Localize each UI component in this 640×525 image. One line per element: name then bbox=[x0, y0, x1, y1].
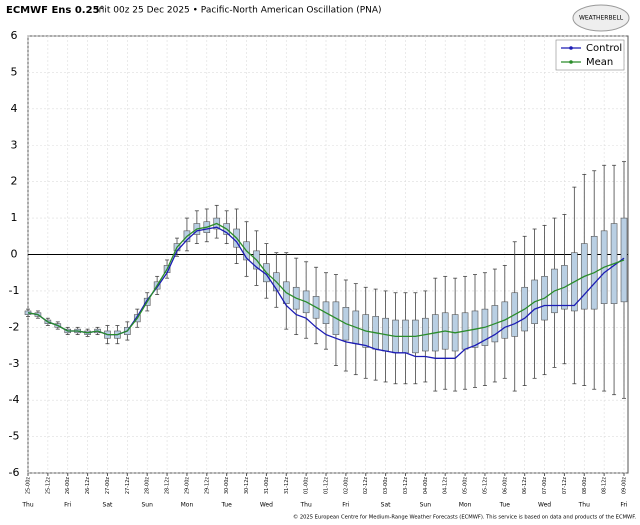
x-tick-label: 04-12z bbox=[443, 477, 449, 495]
x-tick-label: 08-00z bbox=[582, 477, 588, 495]
x-tick-label: 07-12z bbox=[562, 477, 568, 495]
day-label: Wed bbox=[260, 502, 273, 509]
x-tick-label: 05-00z bbox=[463, 477, 469, 495]
x-tick-label: 27-00z bbox=[105, 477, 111, 495]
legend-label: Control bbox=[586, 43, 622, 54]
series-line bbox=[27, 222, 625, 338]
x-tick-label: 29-00z bbox=[184, 477, 190, 495]
x-tick-label: 26-00z bbox=[65, 477, 71, 495]
x-tick-label: 25-00z bbox=[26, 477, 32, 495]
x-tick-label: 04-00z bbox=[423, 477, 429, 495]
y-tick-label: 6 bbox=[11, 29, 18, 42]
x-tick-label: 30-00z bbox=[224, 477, 230, 495]
y-tick-label: 0 bbox=[11, 248, 18, 261]
x-tick-label: 08-12z bbox=[602, 477, 608, 495]
day-label: Sun bbox=[141, 502, 153, 509]
day-label: Thu bbox=[299, 502, 311, 509]
footer: © 2025 European Centre for Medium-Range … bbox=[293, 514, 636, 521]
day-label: Tue bbox=[499, 502, 511, 509]
x-tick-label: 30-12z bbox=[244, 477, 250, 495]
legend-box bbox=[555, 39, 625, 71]
x-tick-label: 31-12z bbox=[284, 477, 290, 495]
y-tick-label: -6 bbox=[9, 466, 20, 479]
legend-label: Mean bbox=[586, 57, 613, 68]
y-tick-label: 1 bbox=[11, 211, 18, 224]
day-label: Mon bbox=[181, 502, 194, 509]
chart-subtitle: Init 00z 25 Dec 2025 • Pacific-North Ame… bbox=[96, 6, 382, 16]
y-tick-label: 5 bbox=[11, 65, 18, 78]
legend-marker bbox=[569, 46, 573, 50]
y-tick-label: -1 bbox=[9, 284, 20, 297]
day-label: Fri bbox=[620, 502, 627, 509]
day-label: Thu bbox=[21, 502, 33, 509]
x-tick-label: 06-00z bbox=[502, 477, 508, 495]
x-tick-label: 03-00z bbox=[383, 477, 389, 495]
day-label: Sat bbox=[103, 502, 113, 509]
x-tick-label: 06-12z bbox=[522, 477, 528, 495]
y-tick-label: -3 bbox=[9, 357, 20, 370]
y-tick-label: -5 bbox=[9, 430, 20, 443]
chart-title: ECMWF Ens 0.25° bbox=[6, 5, 105, 16]
y-tick-label: -4 bbox=[9, 393, 20, 406]
x-tick-label: 02-12z bbox=[363, 477, 369, 495]
x-tick-label: 31-00z bbox=[264, 477, 270, 495]
logo-badge bbox=[572, 4, 630, 32]
day-label: Tue bbox=[221, 502, 233, 509]
y-tick-label: -2 bbox=[9, 320, 20, 333]
legend-marker bbox=[569, 60, 573, 64]
x-tick-label: 01-00z bbox=[304, 477, 310, 495]
x-tick-label: 09-00z bbox=[622, 477, 628, 495]
x-tick-label: 07-00z bbox=[542, 477, 548, 495]
x-tick-label: 26-12z bbox=[85, 477, 91, 495]
day-label: Fri bbox=[64, 502, 71, 509]
y-tick-label: 4 bbox=[11, 102, 18, 115]
day-label: Mon bbox=[459, 502, 472, 509]
x-tick-label: 28-00z bbox=[145, 477, 151, 495]
logo: WEATHERBELL bbox=[579, 15, 624, 22]
x-tick-label: 03-12z bbox=[403, 477, 409, 495]
day-label: Wed bbox=[538, 502, 551, 509]
x-tick-label: 29-12z bbox=[204, 477, 210, 495]
x-tick-label: 01-12z bbox=[324, 477, 330, 495]
x-tick-label: 05-12z bbox=[482, 477, 488, 495]
x-tick-label: 27-12z bbox=[125, 477, 131, 495]
x-tick-label: 02-00z bbox=[343, 477, 349, 495]
y-tick-label: 2 bbox=[11, 175, 18, 188]
x-tick-label: 25-12z bbox=[45, 477, 51, 495]
y-tick-label: 3 bbox=[11, 138, 18, 151]
day-label: Sat bbox=[381, 502, 391, 509]
day-label: Thu bbox=[578, 502, 590, 509]
day-label: Sun bbox=[420, 502, 432, 509]
x-tick-label: 28-12z bbox=[165, 477, 171, 495]
day-label: Fri bbox=[342, 502, 349, 509]
